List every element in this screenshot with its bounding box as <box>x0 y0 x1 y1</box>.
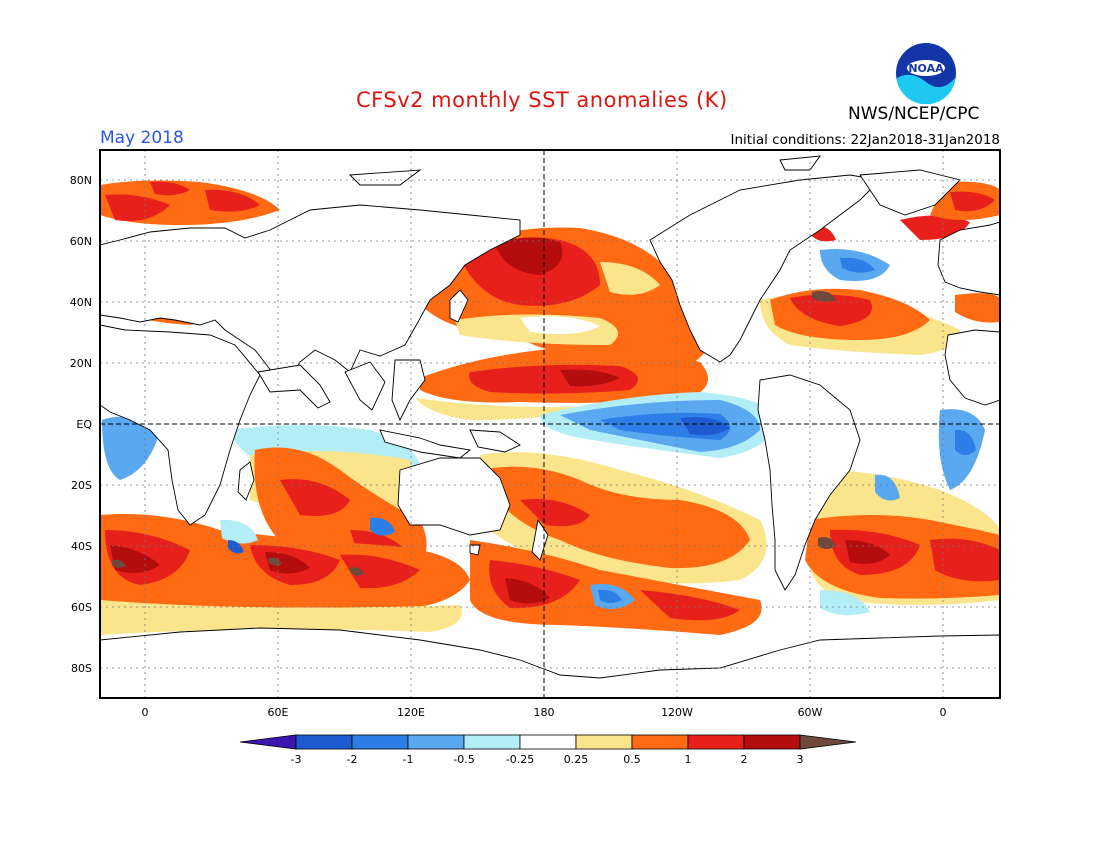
map-frame <box>99 149 1001 699</box>
colorbar-swatch <box>463 734 521 750</box>
colorbar <box>239 734 857 750</box>
map-gridlines <box>100 150 1000 698</box>
colorbar-label: 3 <box>797 753 804 766</box>
colorbar-swatch <box>799 734 857 750</box>
map-title: CFSv2 monthly SST anomalies (K) <box>356 88 728 112</box>
lat-label: 80N <box>70 174 92 187</box>
lon-label: 120E <box>397 706 425 719</box>
colorbar-label: 0.5 <box>623 753 641 766</box>
colorbar-swatch <box>519 734 577 750</box>
colorbar-label: -3 <box>291 753 302 766</box>
lat-label: 20S <box>71 479 92 492</box>
colorbar-label: -0.5 <box>453 753 474 766</box>
lon-label: 180 <box>534 706 555 719</box>
longitude-labels: 0 60E 120E 180 120W 60W 0 <box>142 706 947 719</box>
colorbar-swatch <box>687 734 745 750</box>
colorbar-swatch <box>239 734 297 750</box>
map-plot-area <box>100 150 1000 698</box>
equator-dateline-lines <box>100 150 1000 698</box>
lon-label: 0 <box>142 706 149 719</box>
latitude-labels: 80N 60N 40N 20N EQ 20S 40S 60S 80S <box>70 174 93 675</box>
svg-text:NOAA: NOAA <box>908 62 944 75</box>
colorbar-label: 2 <box>741 753 748 766</box>
lat-label: EQ <box>76 418 92 431</box>
colorbar-swatch <box>407 734 465 750</box>
lon-label: 60E <box>268 706 289 719</box>
continents <box>100 155 1000 698</box>
lat-label: 60N <box>70 235 92 248</box>
anomaly-south-pacific <box>480 466 750 569</box>
noaa-logo: NOAA <box>896 43 956 104</box>
lat-label: 60S <box>71 601 92 614</box>
lon-label: 60W <box>798 706 823 719</box>
agency-label: NWS/NCEP/CPC <box>848 104 980 124</box>
lat-label: 80S <box>71 662 92 675</box>
colorbar-swatch <box>351 734 409 750</box>
colorbar-label: -2 <box>347 753 358 766</box>
colorbar-swatch <box>295 734 353 750</box>
colorbar-swatch <box>631 734 689 750</box>
lat-label: 20N <box>70 357 92 370</box>
colorbar-swatch <box>575 734 633 750</box>
colorbar-label: 1 <box>685 753 692 766</box>
initial-conditions: Initial conditions: 22Jan2018-31Jan2018 <box>730 132 1001 148</box>
colorbar-swatch <box>743 734 801 750</box>
colorbar-label: 0.25 <box>564 753 589 766</box>
lon-label: 0 <box>940 706 947 719</box>
colorbar-labels: -3 -2 -1 -0.5 -0.25 0.25 0.5 1 2 3 <box>291 753 804 766</box>
lon-label: 120W <box>661 706 693 719</box>
lat-label: 40S <box>71 540 92 553</box>
lat-label: 40N <box>70 296 92 309</box>
colorbar-label: -0.25 <box>506 753 534 766</box>
colorbar-label: -1 <box>403 753 414 766</box>
forecast-month: May 2018 <box>100 128 184 148</box>
